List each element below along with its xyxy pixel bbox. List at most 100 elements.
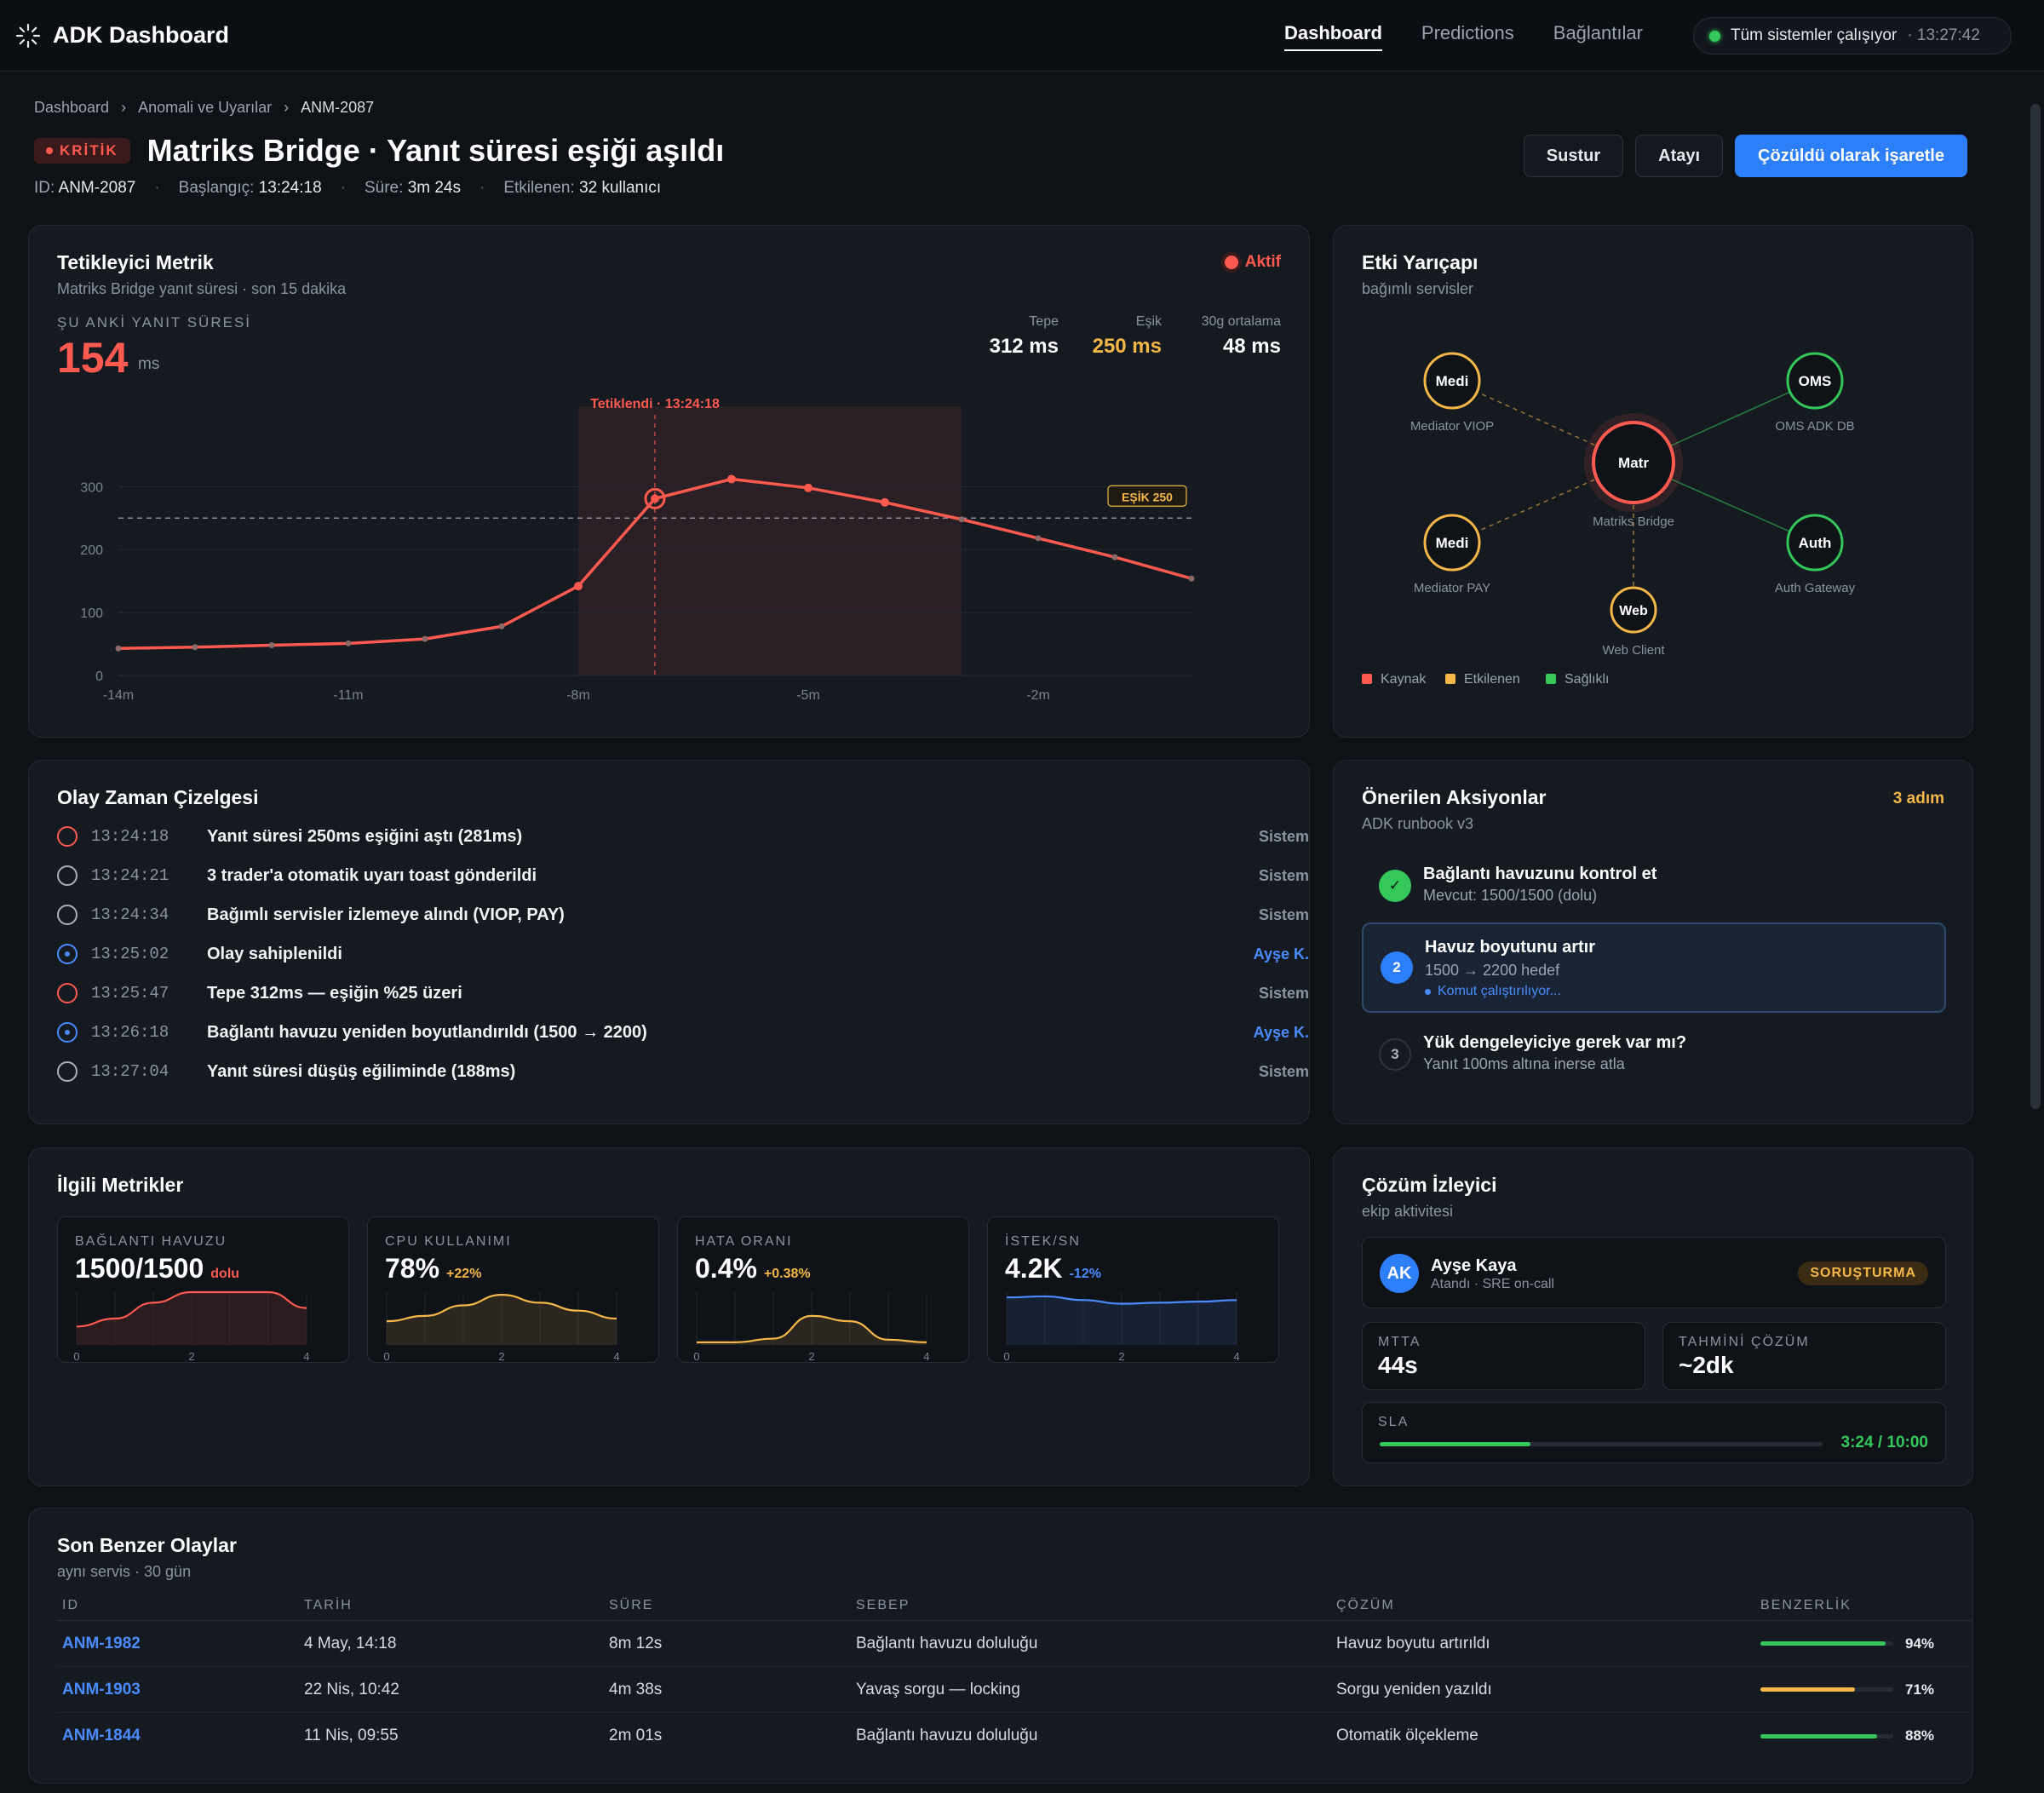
current-response-label: ŞU ANKİ YANIT SÜRESİ [57,314,252,330]
related-metrics-card: İlgili Metrikler BAĞLANTI HAVUZU 1500/150… [28,1147,1310,1486]
nav-dashboard[interactable]: Dashboard [1284,22,1382,51]
sparkline-tick-label: 0 [73,1350,79,1363]
service-node-name: Mediator VIOP [1410,419,1494,434]
timeline-marker-icon [57,1061,78,1082]
event-time: 13:26:18 [91,1023,169,1042]
breadcrumb-separator: › [284,99,290,116]
status-dot-icon [1709,30,1720,42]
event-actor[interactable]: Ayşe K. [1253,1023,1309,1041]
app-logo[interactable]: ADK Dashboard [15,22,229,49]
service-node-name: OMS ADK DB [1775,419,1854,434]
timeline-event[interactable]: 13:25:47 Tepe 312ms — eşiğin %25 üzeri Sis… [57,980,1309,1006]
x-tick-label: -8m [566,688,590,703]
table-row[interactable]: ANM-1903 22 Nis, 10:42 4m 38s Yavaş sorgu —… [57,1667,1973,1713]
page-scrollbar[interactable] [2025,102,2044,1793]
kpi-label: TAHMİNİ ÇÖZÜM [1679,1335,1810,1349]
data-point [958,516,965,523]
table-row[interactable]: ANM-1844 11 Nis, 09:55 2m 01s Bağlantı havu… [57,1713,1973,1759]
sla-value: 3:24 / 10:00 [1840,1434,1928,1451]
data-point [574,582,583,591]
event-actor: Sistem [1258,827,1309,845]
metric-tile[interactable]: CPU KULLANIMI 78% +22% 0 2 4 [367,1216,659,1363]
x-tick-label: -14m [103,688,134,703]
severity-dot-icon [46,147,53,154]
timeline-event[interactable]: 13:24:21 3 trader'a otomatik uyarı toast … [57,863,1309,888]
timeline-event[interactable]: 13:27:04 Yanıt süresi düşüş eğiliminde (1… [57,1059,1309,1084]
breadcrumb-current: ANM-2087 [301,99,375,116]
metric-tile[interactable]: HATA ORANI 0.4% +0.38% 0 2 4 [677,1216,969,1363]
data-point [1035,535,1042,542]
resolve-button[interactable]: Çözüldü olarak işaretle [1735,135,1967,177]
legend-label: Sağlıklı [1565,672,1609,687]
system-status[interactable]: Tüm sistemler çalışıyor · 13:27:42 [1693,17,2012,55]
metric-delta: +0.38% [763,1267,811,1281]
similar-incidents-table: ID TARİH SÜRE SEBEP ÇÖZÜM BENZERLİK ANM-… [57,1590,1973,1759]
similarity-cell: 94% [1760,1635,1973,1652]
kpi-label: MTTA [1378,1335,1421,1349]
data-point [345,640,352,647]
col-id[interactable]: ID [62,1597,79,1612]
assign-button[interactable]: Atayı [1635,135,1724,177]
y-tick-label: 300 [80,480,103,495]
breadcrumb-dashboard[interactable]: Dashboard [34,99,110,116]
step-count: 3 adım [1892,790,1944,807]
scrollbar-thumb[interactable] [2030,104,2041,1109]
similarity-bar [1760,1641,1893,1646]
trigger-subtitle: Matriks Bridge yanıt süresi · son 15 dak… [57,280,347,297]
incident-id-link[interactable]: ANM-1903 [62,1680,141,1698]
col-date[interactable]: TARİH [304,1597,353,1612]
active-label: Aktif [1244,253,1281,271]
metric-value-text: 4.2K [1005,1253,1063,1284]
nav-connections[interactable]: Bağlantılar [1553,22,1643,43]
timeline-event[interactable]: 13:25:02 Olay sahiplenildi Ayşe K. [57,941,1309,967]
table-row[interactable]: ANM-1982 4 May, 14:18 8m 12s Bağlantı havuz… [57,1621,1973,1667]
blast-radius-card: Etki Yarıçapı bağımlı servisler Matr Matr… [1333,225,1973,738]
data-point [268,642,275,649]
owner-row[interactable]: AK Ayşe Kaya Atandı · SRE on-call SORUŞT… [1362,1237,1946,1308]
service-node-short: OMS [1799,373,1832,389]
action-step-1[interactable]: ✓ Bağlantı havuzunu kontrol et Mevcut: 1… [1362,851,1946,921]
breadcrumb-anomalies[interactable]: Anomali ve Uyarılar [138,99,273,116]
col-cause[interactable]: SEBEP [856,1597,910,1612]
event-actor[interactable]: Ayşe K. [1253,945,1309,963]
metric-value-text: 78% [385,1253,440,1284]
col-similarity[interactable]: BENZERLİK [1760,1597,1852,1612]
incident-date: 22 Nis, 10:42 [304,1680,399,1698]
timeline-event[interactable]: 13:26:18 Bağlantı havuzu yeniden boyutlan… [57,1020,1309,1045]
service-node [1423,514,1481,572]
kpi-eta: TAHMİNİ ÇÖZÜM ~2dk [1662,1322,1946,1390]
sparkline-area [1007,1296,1237,1345]
trigger-marker-label: Tetiklendi · 13:24:18 [590,397,720,411]
sparkline-chart: 0 2 4 [1003,1292,1240,1363]
incident-id-link[interactable]: ANM-1844 [62,1727,141,1744]
meta-affected: Etkilenen: 32 kullanıcı [503,179,661,198]
x-tick-label: -2m [1026,688,1050,703]
col-fix[interactable]: ÇÖZÜM [1336,1597,1395,1612]
current-response-value: 154 [57,334,129,382]
incident-id-link[interactable]: ANM-1982 [62,1634,141,1652]
stat-peak-value: 312 ms [989,335,1059,358]
mute-button[interactable]: Sustur [1523,135,1624,177]
sparkline-tick-label: 2 [188,1350,194,1363]
sparkline-tick-label: 4 [1233,1350,1239,1363]
metric-tile[interactable]: İSTEK/SN 4.2K -12% 0 2 4 [987,1216,1279,1363]
event-time: 13:24:21 [91,866,169,885]
response-time-chart: 0 100 200 300 -14m -11m -8m -5m -2m EŞİK 250 Tetik… [80,397,1195,703]
sparkline-line [386,1293,617,1323]
timeline-event[interactable]: 13:24:34 Bağımlı servisler izlemeye alınd… [57,902,1309,928]
nav-predictions[interactable]: Predictions [1421,22,1514,43]
service-node [1786,514,1844,572]
event-text: Bağımlı servisler izlemeye alındı (VIOP,… [207,905,565,924]
data-point [804,483,812,492]
active-status: Aktif [1224,253,1281,272]
action-step-3[interactable]: 3 Yük dengeleyiciye gerek var mı? Yanıt … [1362,1020,1946,1089]
col-duration[interactable]: SÜRE [609,1597,654,1612]
event-actor: Sistem [1258,984,1309,1002]
metric-tile[interactable]: BAĞLANTI HAVUZU 1500/1500 dolu 0 2 4 [57,1216,349,1363]
page-title: Matriks Bridge · Yanıt süresi eşiği aşıl… [146,133,725,168]
action-step-2[interactable]: 2 Havuz boyutunu artır 1500 → 2200 hedef… [1362,922,1946,1013]
suggested-subtitle: ADK runbook v3 [1362,815,1474,832]
service-node [1423,352,1481,410]
sla-label: SLA [1378,1415,1410,1429]
timeline-event[interactable]: 13:24:18 Yanıt süresi 250ms eşiğini aştı … [57,824,1309,849]
